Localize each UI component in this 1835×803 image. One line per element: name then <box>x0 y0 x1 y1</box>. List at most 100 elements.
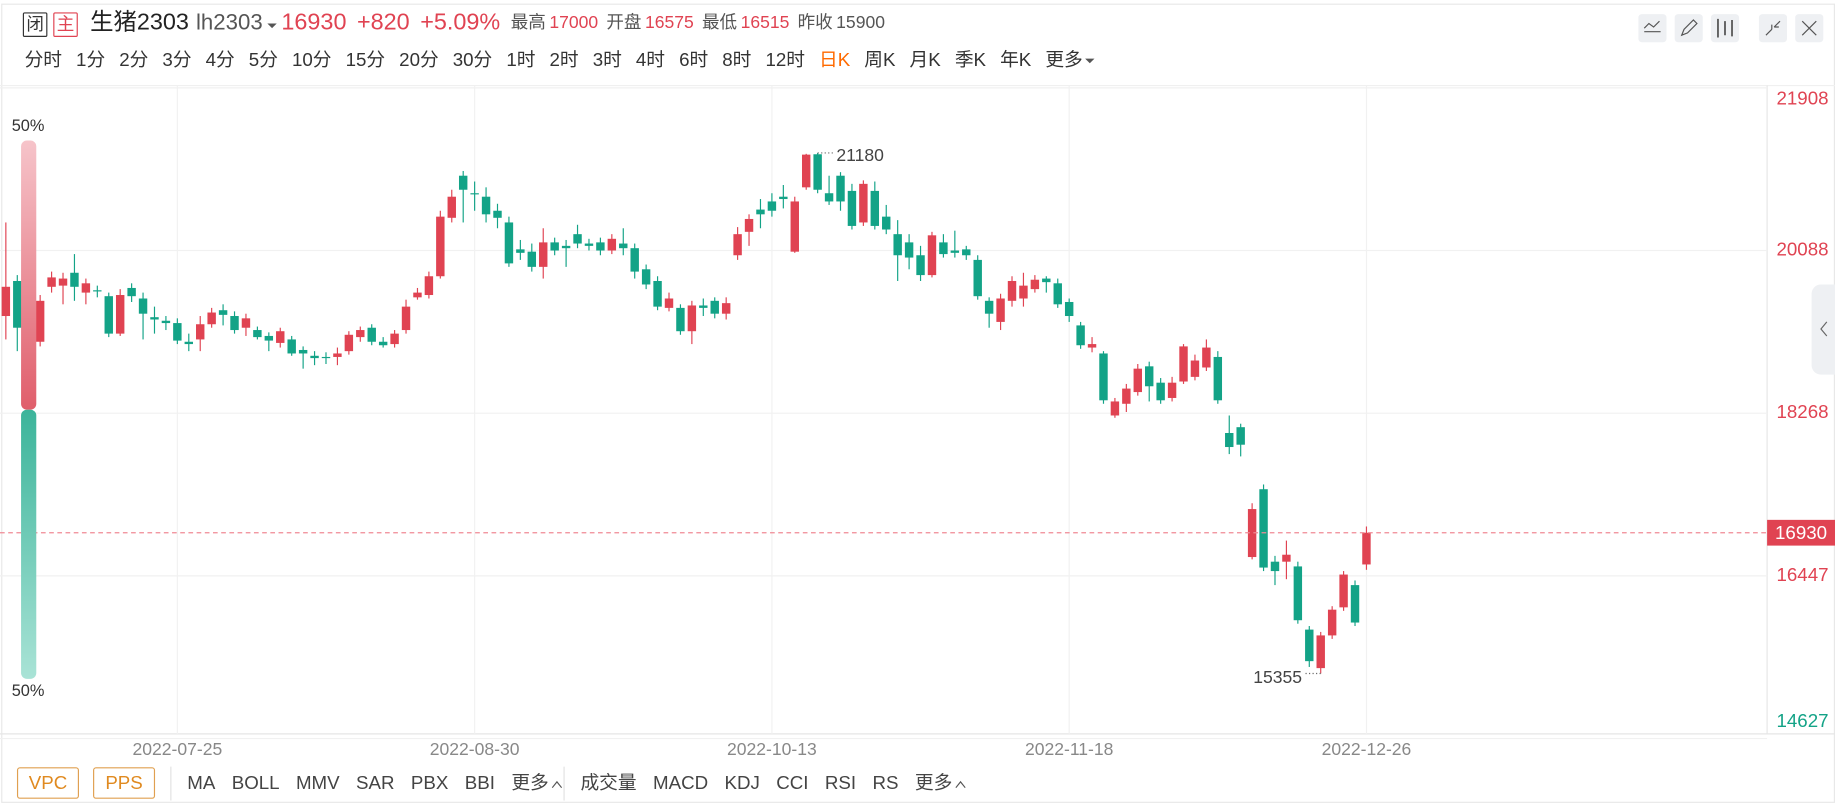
period-tab[interactable]: 20分 <box>399 49 439 70</box>
period-tab[interactable]: 5分 <box>249 49 278 70</box>
period-tab[interactable]: 季K <box>955 49 987 70</box>
candle-body <box>1327 609 1337 636</box>
period-tab[interactable]: 周K <box>864 49 896 70</box>
candle-body <box>859 183 868 223</box>
indicator-tab[interactable]: MACD <box>653 772 708 793</box>
close-badge-label: 闭 <box>26 14 44 34</box>
candle-body <box>1145 366 1154 387</box>
candle-body <box>481 196 491 215</box>
indicator-tab[interactable]: CCI <box>776 772 808 793</box>
candle-body <box>1042 278 1051 283</box>
y-tick-label: 20088 <box>1776 238 1828 259</box>
indicator-button[interactable] <box>16 767 79 799</box>
y-tick-label: 16447 <box>1776 564 1828 585</box>
period-tab[interactable]: 4分 <box>206 49 235 70</box>
contract-code[interactable]: lh2303 <box>196 9 263 34</box>
period-tab[interactable]: 日K <box>819 49 851 70</box>
period-tab[interactable]: 分时 <box>25 49 62 70</box>
period-tab[interactable]: 更多 <box>1045 49 1082 70</box>
period-tab[interactable]: 月K <box>910 49 942 70</box>
close-badge <box>22 12 48 37</box>
period-tab[interactable]: 6时 <box>679 49 708 70</box>
tool-button[interactable] <box>1758 14 1788 43</box>
current-price-label: 16930 <box>1775 522 1827 543</box>
candle-body <box>916 255 925 276</box>
indicator-tab[interactable]: 更多 <box>511 772 548 793</box>
y-tick-label: 21908 <box>1776 88 1828 109</box>
stat-label: 开盘 <box>606 12 641 32</box>
candle-body <box>93 290 102 292</box>
low-annotation: 15355 <box>1253 667 1302 687</box>
period-tab[interactable]: 10分 <box>292 49 332 70</box>
current-price-tag <box>1767 519 1835 546</box>
candle-body <box>710 300 719 314</box>
candle-body <box>779 196 788 200</box>
candle-body <box>996 298 1005 322</box>
indicator-tab[interactable]: BBI <box>465 772 495 793</box>
indicator-tab[interactable]: RS <box>873 772 899 793</box>
indicator-tab[interactable]: KDJ <box>725 772 760 793</box>
candle-body <box>1282 554 1291 562</box>
candle-body <box>35 300 45 342</box>
period-tab[interactable]: 4时 <box>636 49 665 70</box>
candle-body <box>253 330 262 338</box>
candle-body <box>824 193 834 202</box>
tool-button[interactable] <box>1638 14 1667 43</box>
period-tab[interactable]: 3分 <box>162 49 191 70</box>
icon <box>1801 20 1817 36</box>
period-tab[interactable]: 3时 <box>593 49 622 70</box>
candle-body <box>984 300 994 314</box>
candle-body <box>596 242 605 251</box>
side-tab[interactable] <box>1811 284 1835 375</box>
period-tab[interactable]: 12时 <box>765 49 805 70</box>
indicator-tab[interactable]: SAR <box>356 772 395 793</box>
candle-body <box>1019 285 1028 299</box>
candle-body <box>619 243 628 249</box>
candle-body <box>104 296 113 334</box>
candle-body <box>184 341 194 345</box>
indicator-tab[interactable]: PBX <box>411 772 449 793</box>
candle-body <box>744 218 754 232</box>
candle-body <box>962 249 971 256</box>
period-tab[interactable]: 2时 <box>550 49 579 70</box>
candle-body <box>1030 279 1040 290</box>
candle-body <box>207 312 216 325</box>
period-tab[interactable]: 年K <box>1000 49 1032 70</box>
candle-body <box>173 323 182 341</box>
candle-body <box>1179 346 1188 382</box>
candle-body <box>836 175 845 202</box>
indicator-tab[interactable]: BOLL <box>232 772 280 793</box>
indicator-button[interactable] <box>93 767 156 799</box>
candle-body <box>310 355 319 359</box>
indicator-tab[interactable]: MA <box>187 772 216 793</box>
period-tab[interactable]: 15分 <box>346 49 386 70</box>
period-tab[interactable]: 30分 <box>453 49 493 70</box>
period-tab[interactable]: 1时 <box>506 49 535 70</box>
indicator-tab[interactable]: MMV <box>296 772 340 793</box>
stat-value: 17000 <box>549 12 598 32</box>
candle-body <box>1156 382 1165 401</box>
candle-body <box>424 276 434 296</box>
period-tab[interactable]: 8时 <box>722 49 751 70</box>
x-tick-label: 2022-08-30 <box>430 739 520 759</box>
period-tab[interactable]: 1分 <box>76 49 105 70</box>
candle-body <box>676 307 685 332</box>
candle-body <box>218 310 228 315</box>
period-tab[interactable]: 2分 <box>119 49 148 70</box>
high-annotation: 21180 <box>836 145 884 165</box>
candle-body <box>1099 353 1108 401</box>
indicator-tab[interactable]: RSI <box>825 772 856 793</box>
candle-body <box>870 190 880 226</box>
indicator-tab[interactable]: 成交量 <box>580 772 636 793</box>
tool-button[interactable] <box>1674 14 1703 43</box>
candle-body <box>298 349 308 354</box>
candle-body <box>1259 489 1268 568</box>
candle-body <box>1362 532 1371 565</box>
indicator-tab[interactable]: 更多 <box>915 772 952 793</box>
candle-body <box>721 303 731 314</box>
candle-body <box>1293 566 1303 621</box>
ratio-label: 50% <box>12 117 45 135</box>
stat-value: 16575 <box>645 12 694 32</box>
ratio-label: 50% <box>12 682 45 700</box>
candle-body <box>1133 368 1142 393</box>
